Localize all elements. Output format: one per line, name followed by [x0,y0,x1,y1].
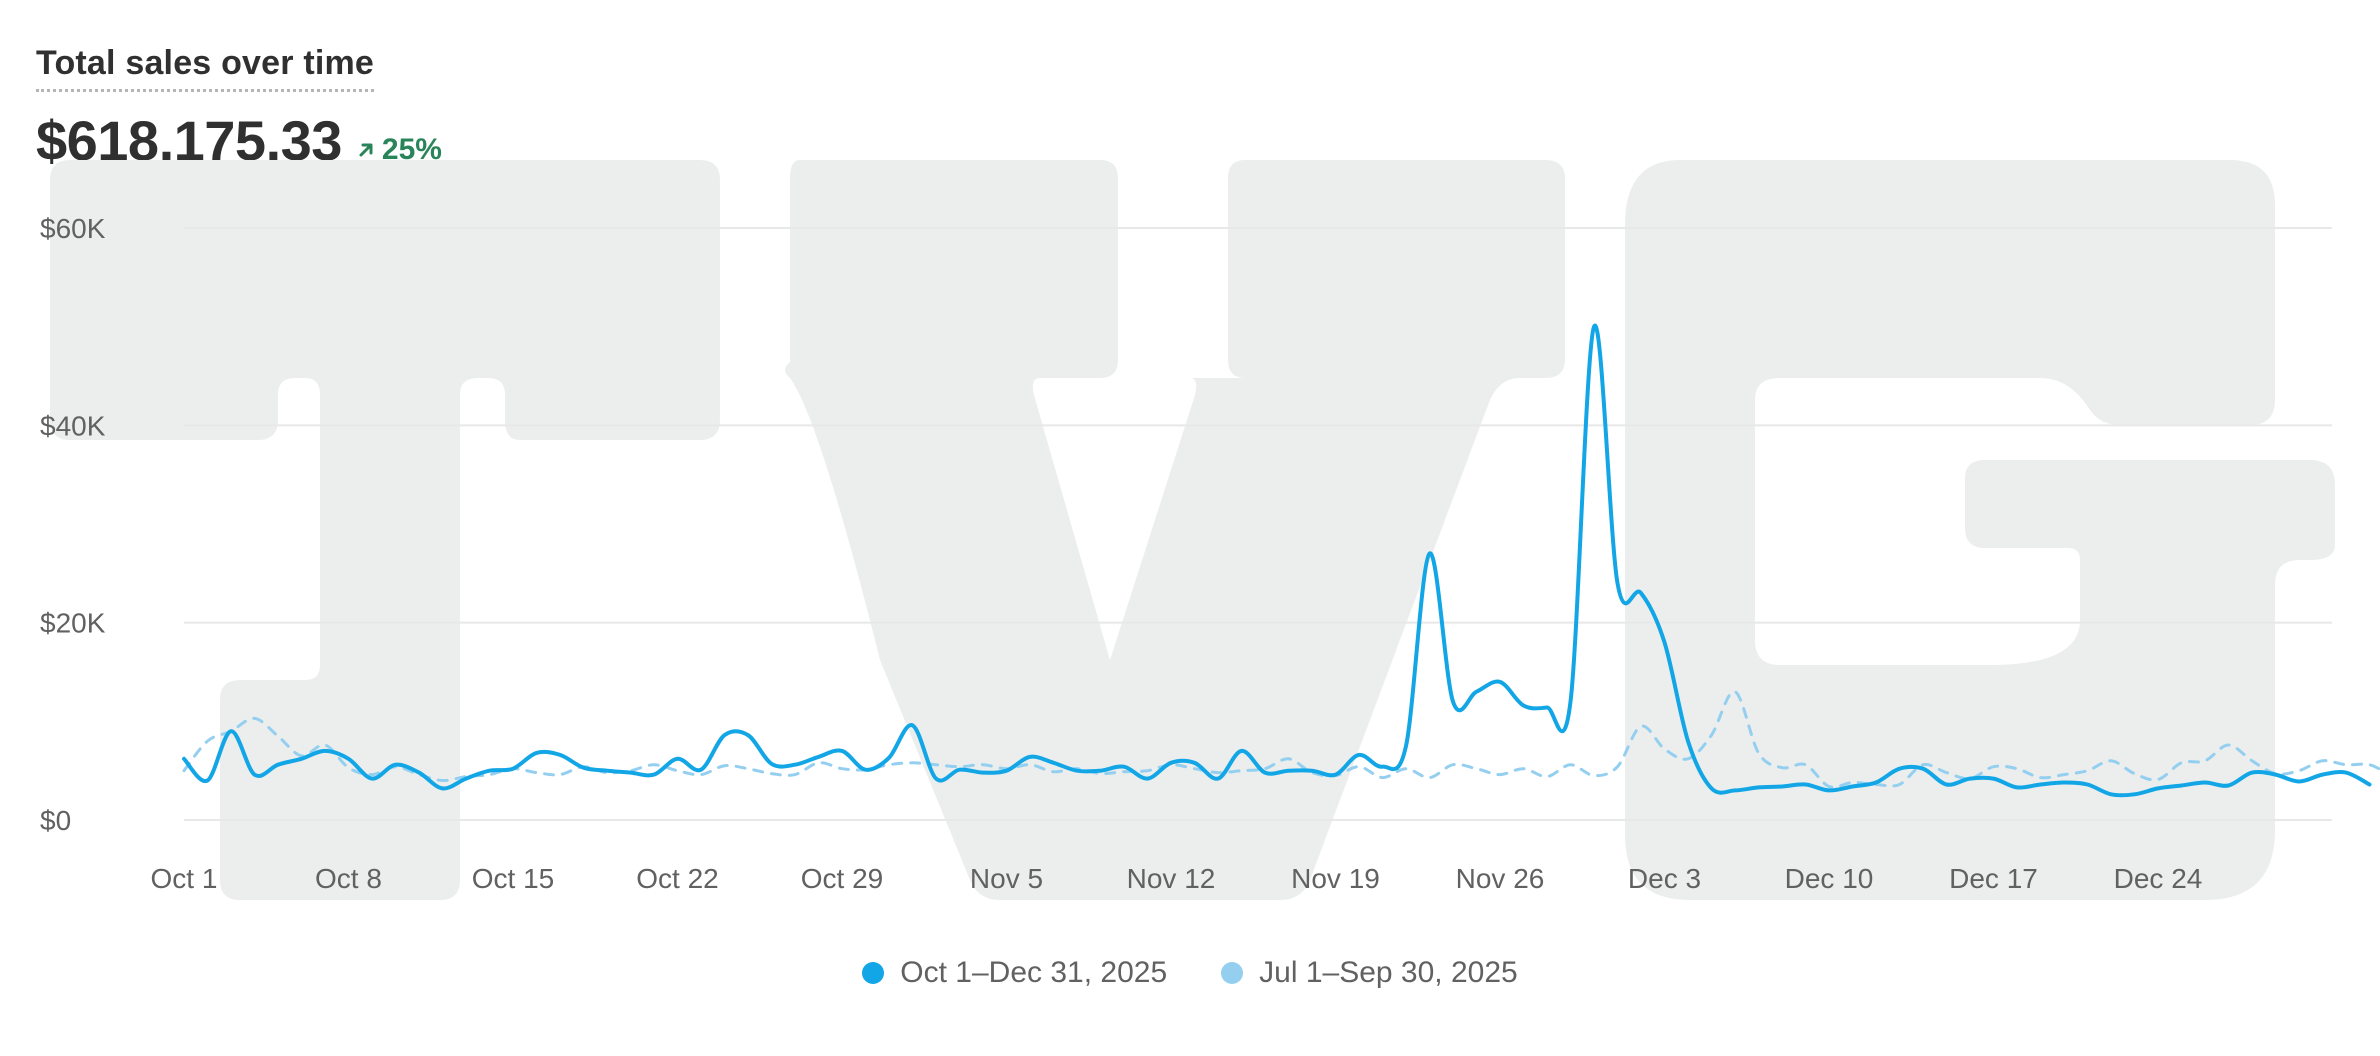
x-tick-label: Nov 19 [1291,863,1380,894]
x-tick-label: Nov 5 [970,863,1043,894]
x-tick-label: Oct 1 [151,863,218,894]
y-axis: $0 $20K $40K $60K [40,213,106,836]
x-tick-label: Nov 12 [1127,863,1216,894]
x-axis: Oct 1 Oct 8 Oct 15 Oct 22 Oct 29 Nov 5 Nov 12 N… [151,863,2203,894]
y-tick-label: $60K [40,213,106,244]
y-tick-label: $0 [40,805,71,836]
chart-title[interactable]: Total sales over time [36,44,375,92]
arrow-up-right-icon [359,143,373,157]
x-tick-label: Dec 17 [1949,863,2038,894]
tvg-watermark-logo [50,160,2335,900]
grid-lines [184,227,2332,821]
series-line-previous-period[interactable] [182,690,2380,789]
x-tick-label: Nov 26 [1456,863,1545,894]
x-tick-label: Dec 10 [1785,863,1874,894]
series-layer [182,323,2380,798]
legend-label: Oct 1–Dec 31, 2025 [900,956,1168,989]
chart-legend: Oct 1–Dec 31, 2025 Jul 1–Sep 30, 2025 [0,956,2380,990]
legend-dot-icon [1221,962,1244,984]
y-tick-label: $40K [40,410,106,441]
x-tick-label: Oct 22 [636,863,718,894]
legend-item-current-period[interactable]: Oct 1–Dec 31, 2025 [862,956,1167,990]
legend-label: Jul 1–Sep 30, 2025 [1259,956,1518,989]
legend-dot-icon [862,962,885,984]
sales-line-chart: $0$20K$40K$60K Oct 1 Oct 8 Oct 15 Oct 22 Oct… [40,160,2380,900]
y-tick-label: $20K [40,608,106,639]
legend-item-previous-period[interactable]: Jul 1–Sep 30, 2025 [1221,956,1518,990]
series-line-current-period[interactable] [182,323,2372,798]
x-tick-label: Oct 29 [801,863,883,894]
x-tick-label: Oct 15 [472,863,554,894]
x-tick-label: Dec 24 [2114,863,2203,894]
x-tick-label: Dec 3 [1628,863,1701,894]
x-tick-label: Oct 8 [315,863,382,894]
